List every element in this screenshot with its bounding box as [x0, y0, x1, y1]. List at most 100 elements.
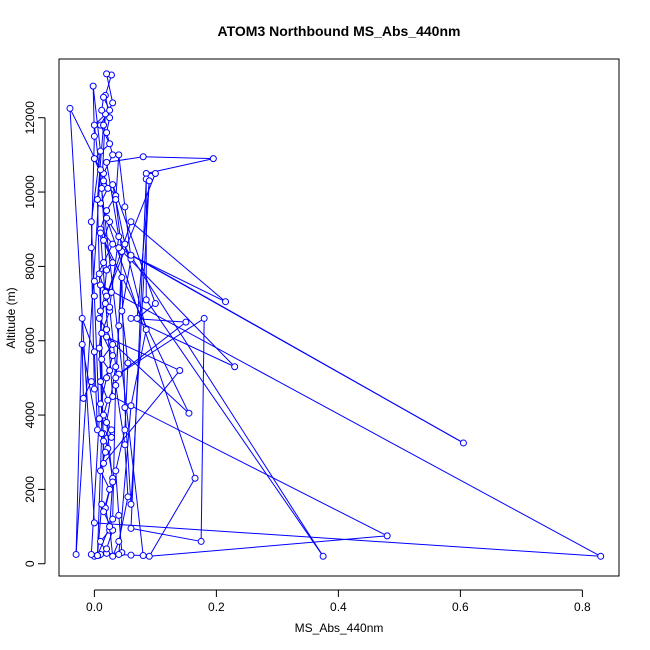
data-point-marker — [103, 333, 111, 341]
data-point-marker — [191, 474, 199, 482]
data-point-marker — [107, 288, 115, 296]
series-line-segment — [75, 169, 101, 555]
data-point-marker — [98, 500, 106, 508]
data-point-marker — [100, 459, 108, 467]
series-line-segment — [104, 74, 112, 96]
series-line-segment — [100, 284, 601, 557]
data-point-marker — [100, 177, 108, 185]
data-point-marker — [109, 340, 117, 348]
data-point-marker — [90, 519, 98, 527]
data-point-marker — [93, 195, 101, 203]
y-axis-ticks: 0 2000 4000 6000 8000 10000 12000 — [23, 101, 45, 567]
data-point-marker — [96, 281, 104, 289]
series-line-segment — [115, 385, 126, 445]
data-point-marker — [96, 400, 104, 408]
data-point-marker — [121, 426, 129, 434]
data-point-marker — [139, 552, 147, 560]
series-line-segment — [96, 433, 103, 556]
data-point-marker — [142, 296, 150, 304]
data-point-marker — [151, 300, 159, 308]
data-point-marker — [106, 303, 114, 311]
data-point-marker — [182, 318, 190, 326]
series-line-segment — [130, 317, 235, 368]
data-point-marker — [98, 430, 106, 438]
series-line-segment — [81, 344, 84, 399]
series-line-segment — [115, 154, 120, 200]
data-point-marker — [115, 233, 123, 241]
data-point-marker — [115, 550, 123, 558]
data-point-marker — [127, 500, 135, 508]
data-point-marker — [96, 147, 104, 155]
y-tick-label: 12000 — [23, 101, 37, 135]
data-point-marker — [106, 106, 114, 114]
data-point-marker — [107, 426, 115, 434]
data-point-marker — [103, 207, 111, 215]
series-line-segment — [112, 377, 117, 520]
data-point-marker — [95, 270, 103, 278]
data-point-marker — [103, 266, 111, 274]
data-point-marker — [93, 552, 101, 560]
series-line-segment — [130, 329, 147, 406]
data-point-marker — [103, 70, 111, 78]
x-tick-label: 0.2 — [208, 600, 225, 614]
data-point-marker — [459, 439, 467, 447]
data-point-marker — [109, 392, 117, 400]
data-point-marker — [106, 366, 114, 374]
data-point-marker — [133, 314, 141, 322]
series-line-segment — [106, 221, 132, 297]
series-line-segment — [118, 318, 205, 375]
data-point-marker — [127, 314, 135, 322]
data-point-marker — [87, 244, 95, 252]
data-point-marker — [222, 298, 230, 306]
series-line-segment — [81, 344, 98, 431]
data-point-marker — [109, 181, 117, 189]
data-point-marker — [197, 537, 205, 545]
data-point-marker — [90, 348, 98, 356]
data-point-marker — [96, 166, 104, 174]
x-tick-label: 0.6 — [452, 600, 469, 614]
series-line-segment — [93, 125, 144, 556]
data-point-marker — [100, 121, 108, 129]
data-point-marker — [185, 409, 193, 417]
series-line-segment — [145, 299, 324, 557]
series-line-segment — [96, 199, 101, 312]
data-point-marker — [200, 314, 208, 322]
data-point-marker — [101, 300, 109, 308]
data-point-marker — [112, 195, 120, 203]
data-point-marker — [100, 259, 108, 267]
data-point-marker — [104, 396, 112, 404]
series-line-segment — [106, 217, 324, 557]
series-line-segment — [90, 418, 100, 555]
data-series — [66, 70, 605, 560]
series-line-segment — [136, 303, 156, 319]
x-tick-label: 0.8 — [574, 600, 591, 614]
data-point-marker — [127, 251, 135, 259]
data-point-marker — [115, 244, 123, 252]
y-tick-label: 4000 — [23, 401, 37, 428]
data-point-marker — [89, 82, 97, 90]
data-point-marker — [115, 151, 123, 159]
data-point-marker — [115, 537, 123, 545]
data-point-marker — [103, 418, 111, 426]
data-point-marker — [127, 402, 135, 410]
data-point-marker — [383, 532, 391, 540]
data-point-marker — [103, 326, 111, 334]
data-point-marker — [109, 352, 117, 360]
x-axis: 0.0 0.2 0.4 0.6 0.8 — [86, 589, 591, 614]
series-line-segment — [98, 348, 105, 442]
data-point-marker — [127, 551, 135, 559]
data-point-marker — [112, 374, 120, 382]
series-line-segment — [75, 318, 83, 555]
series-line-segment — [90, 247, 95, 390]
data-point-marker — [106, 523, 114, 531]
series-line-segment — [130, 254, 226, 303]
data-point-marker — [78, 340, 86, 348]
data-point-marker — [109, 151, 117, 159]
data-point-marker — [109, 99, 117, 107]
data-point-marker — [209, 155, 217, 163]
data-point-marker — [151, 169, 159, 177]
data-point-marker — [112, 467, 120, 475]
y-tick-label: 10000 — [23, 175, 37, 209]
data-point-marker — [145, 177, 153, 185]
